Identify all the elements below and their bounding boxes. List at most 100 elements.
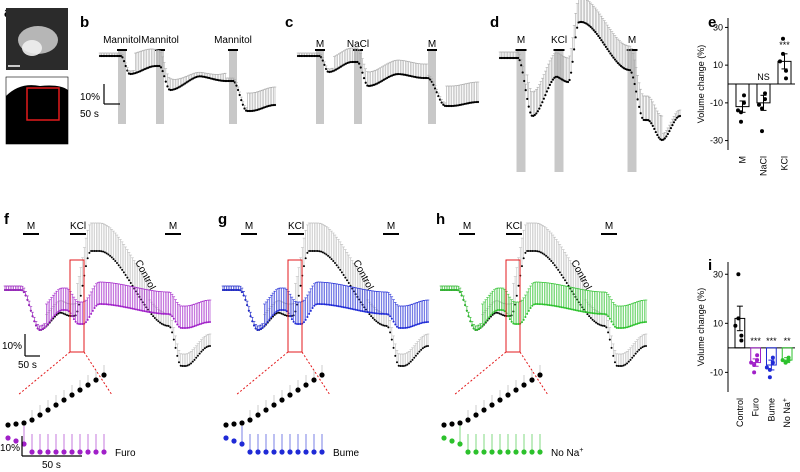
trace-point [600, 39, 603, 42]
trace-point [93, 250, 96, 252]
trace-point [16, 289, 19, 291]
trace-point [273, 312, 276, 315]
trace-point [100, 250, 103, 253]
trace-point [404, 364, 407, 367]
trace-point [67, 310, 70, 313]
data-point [755, 353, 760, 358]
trace-point [579, 310, 582, 313]
trace-point [325, 303, 328, 306]
trace-point [377, 312, 380, 315]
y-tick-label: 10 [713, 60, 723, 70]
trace-point [160, 322, 163, 325]
trace-point [632, 323, 635, 326]
trace-point [463, 102, 466, 106]
trace-point [644, 118, 647, 122]
zoom-treatment-point [513, 449, 519, 455]
trace-point [113, 54, 116, 58]
trace-point [395, 73, 399, 76]
trace-point [361, 71, 364, 74]
significance-label: *** [766, 336, 777, 346]
stimulus-shade [428, 51, 436, 124]
trace-point [595, 321, 598, 324]
trace-point [316, 250, 319, 253]
trace-point [348, 61, 351, 64]
trace-point [572, 308, 575, 311]
category-label: M [738, 156, 748, 164]
trace-point [615, 326, 618, 329]
trace-point [657, 136, 660, 139]
trace-point [574, 309, 577, 312]
trace-point [280, 309, 283, 311]
trace-point [510, 320, 513, 323]
trace-point [277, 311, 280, 314]
trace-point [253, 324, 256, 327]
trace-point [598, 323, 601, 326]
trace-point [313, 250, 316, 252]
scalebar-y-label: 10% [80, 92, 100, 103]
trace-point [26, 298, 29, 301]
trace-point [116, 54, 119, 58]
trace-point [533, 303, 536, 306]
trace-point [368, 311, 371, 314]
trace-point [297, 323, 300, 325]
trace-point [417, 76, 420, 79]
trace-point [498, 309, 501, 311]
trace-point [577, 309, 580, 312]
trace-point [371, 84, 374, 87]
trace-point [91, 250, 94, 252]
trace-point [400, 73, 404, 76]
trace-point [416, 352, 419, 355]
data-point [767, 367, 772, 372]
trace-point [164, 80, 167, 83]
trace-point [346, 279, 349, 282]
trace-point [586, 23, 589, 26]
trace-point [356, 309, 359, 312]
trace-point [465, 102, 468, 105]
trace-point [164, 324, 167, 327]
data-point [739, 119, 743, 124]
trace-point [425, 76, 428, 80]
trace-point [653, 127, 656, 131]
trace-point [536, 110, 539, 113]
trace-point [50, 318, 53, 321]
trace-point [188, 363, 191, 366]
trace-point [376, 82, 379, 85]
trace-point [275, 310, 278, 313]
trace-point [316, 303, 319, 306]
trace-point [484, 320, 487, 323]
trace-point [375, 312, 378, 315]
trace-point [448, 104, 452, 108]
trace-point [105, 303, 108, 306]
trace-point [397, 326, 400, 329]
trace-point [589, 25, 592, 29]
trace-point [550, 304, 553, 307]
trace-point [126, 69, 129, 72]
panel-c-trace [296, 47, 480, 124]
trace-point [643, 321, 646, 324]
trace-point [557, 305, 560, 308]
trace-point [270, 104, 273, 107]
trace-point [115, 262, 118, 265]
zoom-control-point [537, 372, 543, 378]
f-scalebar-x-label: 50 s [18, 360, 37, 371]
trace-point [366, 311, 369, 314]
trace-point [29, 309, 32, 312]
zoom-control-point [521, 382, 527, 388]
zoom-control-point [311, 377, 317, 383]
trace-point [500, 309, 503, 311]
trace-point [327, 254, 330, 257]
trace-point [445, 104, 448, 108]
trace-point [503, 314, 506, 317]
trace-point [427, 77, 430, 80]
category-label: Furo [751, 398, 761, 417]
trace-point [249, 315, 252, 318]
trace-point [641, 116, 644, 119]
trace-point [196, 354, 199, 357]
zoom-treatment-point [521, 449, 527, 455]
trace-point [402, 364, 405, 367]
zoom-box [69, 259, 85, 353]
trace-point [662, 138, 665, 141]
trace-point [564, 279, 567, 282]
trace-point [418, 350, 421, 353]
trace-point [471, 324, 474, 327]
